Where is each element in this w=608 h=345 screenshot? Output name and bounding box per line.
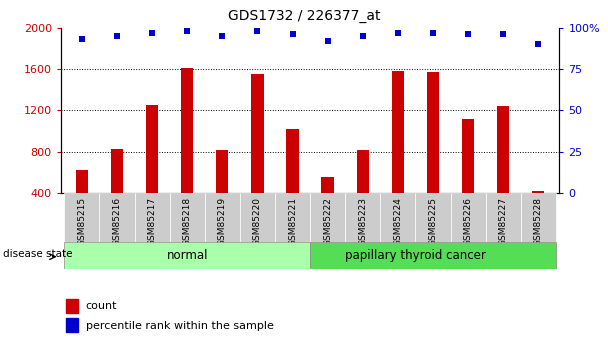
- Text: normal: normal: [167, 249, 208, 262]
- Text: GSM85216: GSM85216: [112, 197, 122, 246]
- Text: GSM85217: GSM85217: [148, 197, 157, 246]
- Bar: [134, 193, 170, 242]
- Bar: [357, 150, 369, 235]
- Text: GSM85221: GSM85221: [288, 197, 297, 246]
- Text: GDS1732 / 226377_at: GDS1732 / 226377_at: [228, 9, 380, 23]
- Bar: [451, 193, 486, 242]
- Text: papillary thyroid cancer: papillary thyroid cancer: [345, 249, 486, 262]
- Point: [112, 33, 122, 39]
- Point: [147, 30, 157, 35]
- Bar: [240, 193, 275, 242]
- Point: [428, 30, 438, 35]
- Text: GSM85225: GSM85225: [429, 197, 438, 246]
- Point: [252, 28, 262, 34]
- Bar: [380, 193, 415, 242]
- Text: GSM85222: GSM85222: [323, 197, 332, 246]
- Bar: [64, 193, 100, 242]
- Bar: [66, 299, 78, 313]
- Bar: [111, 149, 123, 235]
- Bar: [486, 193, 520, 242]
- Text: GSM85219: GSM85219: [218, 197, 227, 246]
- Point: [358, 33, 368, 39]
- Text: GSM85227: GSM85227: [499, 197, 508, 246]
- Bar: [520, 193, 556, 242]
- Point: [182, 28, 192, 34]
- Text: GSM85226: GSM85226: [463, 197, 472, 246]
- Bar: [392, 71, 404, 235]
- Text: count: count: [86, 301, 117, 311]
- Bar: [216, 150, 229, 235]
- Bar: [497, 106, 510, 235]
- Text: disease state: disease state: [3, 249, 72, 259]
- Bar: [415, 193, 451, 242]
- Text: GSM85228: GSM85228: [534, 197, 543, 246]
- Text: GSM85215: GSM85215: [77, 197, 86, 246]
- Point: [499, 31, 508, 37]
- Text: GSM85218: GSM85218: [182, 197, 192, 246]
- Bar: [100, 193, 134, 242]
- Bar: [310, 241, 556, 269]
- Text: GSM85223: GSM85223: [358, 197, 367, 246]
- Bar: [205, 193, 240, 242]
- Bar: [322, 177, 334, 235]
- Point: [463, 31, 473, 37]
- Bar: [427, 72, 439, 235]
- Bar: [286, 129, 299, 235]
- Text: GSM85224: GSM85224: [393, 197, 402, 246]
- Bar: [76, 170, 88, 235]
- Bar: [66, 318, 78, 333]
- Point: [218, 33, 227, 39]
- Point: [393, 30, 402, 35]
- Point: [288, 31, 297, 37]
- Bar: [181, 68, 193, 235]
- Point: [323, 38, 333, 43]
- Point: [77, 37, 87, 42]
- Point: [533, 41, 543, 47]
- Text: GSM85220: GSM85220: [253, 197, 262, 246]
- Bar: [310, 193, 345, 242]
- Bar: [251, 74, 263, 235]
- Bar: [532, 191, 544, 235]
- Bar: [64, 241, 310, 269]
- Bar: [170, 193, 205, 242]
- Bar: [275, 193, 310, 242]
- Bar: [146, 105, 158, 235]
- Bar: [345, 193, 380, 242]
- Bar: [462, 119, 474, 235]
- Text: percentile rank within the sample: percentile rank within the sample: [86, 321, 274, 331]
